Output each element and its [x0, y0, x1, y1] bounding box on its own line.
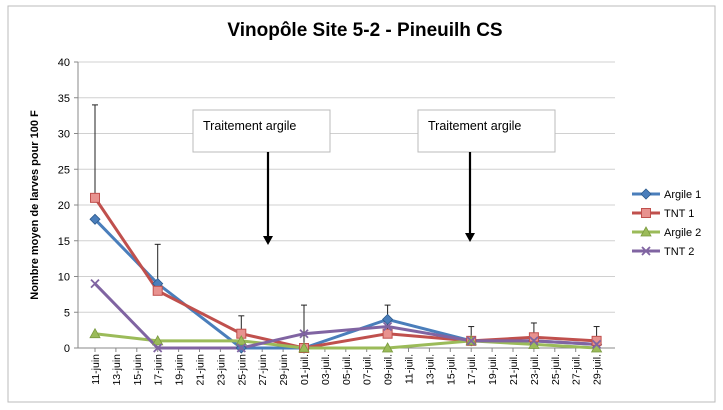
x-tick-label: 01-juil. [299, 354, 311, 385]
marker [591, 339, 602, 350]
x-tick-label: 21-juin [195, 354, 207, 386]
x-tick-label: 11-juil. [404, 354, 416, 384]
marker [640, 188, 652, 200]
x-tick-label: 17-juin [153, 354, 165, 386]
marker [152, 335, 164, 346]
x-tick-label: 19-juin [174, 354, 186, 386]
x-tick-label: 19-juil. [487, 354, 499, 385]
x-tick-label: 29-juin [278, 354, 290, 386]
x-tick-label: 17-juil. [466, 354, 478, 385]
y-tick-label: 15 [58, 236, 70, 248]
legend-label: Argile 2 [664, 227, 701, 239]
arrow-head [465, 233, 475, 242]
arrow-head [263, 236, 273, 245]
marker [89, 213, 101, 225]
x-tick-label: 03-juil. [320, 354, 332, 385]
x-tick-label: 05-juil. [341, 354, 353, 385]
y-tick-label: 40 [58, 57, 70, 69]
chart-title: Vinopôle Site 5-2 - Pineuilh CS [227, 20, 502, 41]
annotation: Traitement argile [203, 119, 296, 133]
marker [640, 226, 652, 237]
marker [90, 279, 100, 289]
marker [466, 336, 476, 346]
marker [641, 208, 651, 218]
y-tick-label: 25 [58, 164, 70, 176]
y-tick-label: 35 [58, 93, 70, 105]
marker [382, 313, 394, 325]
marker [641, 246, 651, 256]
series-line [94, 332, 597, 350]
marker [381, 342, 394, 353]
marker [152, 285, 163, 296]
y-tick-label: 20 [58, 200, 70, 212]
y-tick-label: 10 [58, 272, 70, 284]
series-line [93, 197, 597, 350]
marker [235, 335, 247, 346]
marker [382, 321, 393, 332]
x-tick-label: 23-juin [215, 354, 227, 386]
x-tick-label: 15-juil. [445, 354, 457, 385]
legend-label: TNT 1 [664, 208, 694, 220]
y-axis-label: Nombre moyen de larves pour 100 F [29, 110, 41, 300]
series-line [93, 282, 597, 350]
marker [90, 192, 100, 203]
x-tick-label: 23-juil. [529, 354, 541, 385]
x-tick-label: 29-juil. [592, 354, 604, 385]
y-tick-label: 5 [64, 307, 70, 319]
x-tick-label: 27-juin [257, 354, 269, 386]
x-tick-label: 13-juil. [424, 354, 436, 385]
marker [298, 342, 310, 353]
chart-frame [7, 5, 716, 403]
annotation: Traitement argile [428, 119, 521, 133]
marker [153, 343, 163, 353]
x-tick-label: 11-juin [90, 354, 102, 385]
marker [382, 328, 393, 339]
marker [236, 343, 246, 353]
x-tick-label: 27-juil. [571, 354, 583, 385]
x-tick-label: 09-juil. [383, 354, 395, 385]
marker [299, 329, 309, 339]
x-tick-label: 25-juil. [550, 354, 562, 385]
x-tick-label: 13-juin [111, 354, 123, 386]
x-tick-label: 21-juil. [508, 354, 520, 385]
annotation-box [417, 109, 556, 153]
y-tick-label: 0 [64, 343, 70, 355]
y-tick-label: 30 [58, 129, 70, 141]
annotation-box [192, 109, 331, 153]
x-tick-label: 15-juin [132, 354, 144, 386]
legend-label: Argile 1 [664, 189, 701, 201]
x-tick-label: 07-juil. [362, 354, 374, 385]
marker [89, 327, 101, 339]
x-tick-label: 25-juin [236, 354, 248, 386]
marker [529, 336, 539, 346]
legend-label: TNT 2 [664, 246, 694, 258]
